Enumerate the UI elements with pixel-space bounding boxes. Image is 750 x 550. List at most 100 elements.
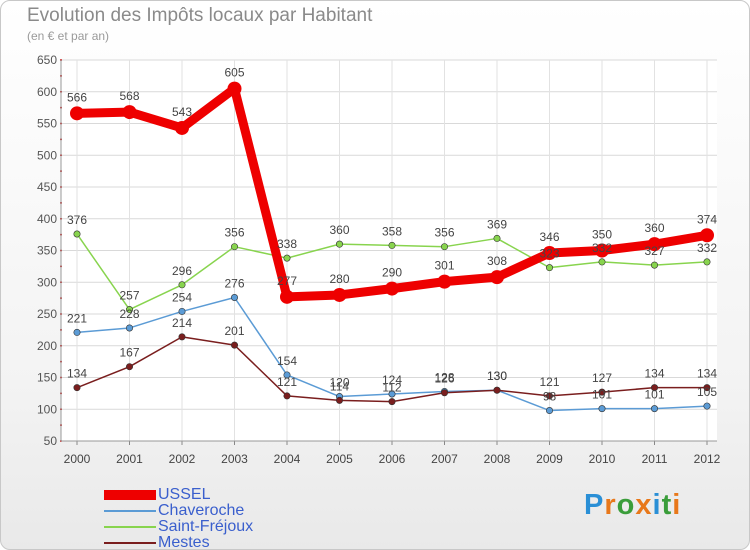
data-point-ussel [595, 243, 609, 258]
data-point-chaveroche [73, 328, 81, 336]
data-point-saint-fr-joux [283, 254, 291, 262]
data-point-ussel [647, 237, 662, 252]
x-tick-label: 2011 [642, 452, 668, 466]
legend-item: Chaveroche [104, 503, 244, 519]
x-tick-label: 2007 [431, 452, 458, 466]
data-label-saint-fr-joux: 358 [382, 224, 402, 238]
data-point-ussel [122, 105, 137, 120]
x-tick-label: 2008 [484, 452, 511, 466]
data-point-chaveroche [703, 402, 711, 410]
data-point-mestes [73, 384, 81, 392]
data-label-chaveroche: 101 [644, 388, 664, 402]
data-point-mestes [493, 386, 501, 394]
legend-swatch [104, 509, 156, 512]
legend-swatch [104, 541, 156, 544]
data-point-saint-fr-joux [598, 258, 606, 266]
data-point-saint-fr-joux [335, 240, 343, 248]
data-label-mestes: 134 [697, 367, 717, 381]
data-label-mestes: 134 [644, 367, 664, 381]
legend-swatch [104, 525, 156, 528]
data-label-chaveroche: 221 [67, 311, 87, 325]
y-tick-label: 400 [37, 212, 57, 226]
y-tick-label: 600 [37, 85, 57, 99]
data-point-saint-fr-joux [703, 258, 711, 266]
data-point-mestes [283, 392, 291, 400]
data-label-chaveroche: 254 [172, 290, 192, 304]
data-label-saint-fr-joux: 338 [277, 237, 297, 251]
x-tick-label: 2001 [116, 452, 143, 466]
y-tick-label: 250 [37, 307, 57, 321]
data-label-chaveroche: 276 [224, 276, 244, 290]
data-label-ussel: 301 [434, 259, 454, 273]
data-label-saint-fr-joux: 257 [119, 289, 139, 303]
data-point-saint-fr-joux [73, 230, 81, 238]
data-point-saint-fr-joux [545, 264, 553, 272]
data-point-saint-fr-joux [440, 243, 448, 251]
y-tick-label: 550 [37, 117, 57, 131]
y-tick-label: 500 [37, 148, 57, 162]
data-label-ussel: 346 [539, 230, 559, 244]
legend-item: Saint-Fréjoux [104, 519, 253, 535]
data-point-mestes [335, 396, 343, 404]
data-point-mestes [703, 384, 711, 392]
logo-letter: r [604, 489, 617, 521]
data-label-ussel: 543 [172, 105, 192, 119]
data-label-chaveroche: 124 [382, 373, 402, 387]
y-tick-label: 350 [37, 244, 57, 258]
logo-letter: x [635, 489, 653, 521]
y-tick-label: 200 [37, 339, 57, 353]
data-label-saint-fr-joux: 376 [67, 213, 87, 227]
data-label-mestes: 134 [67, 367, 87, 381]
x-tick-label: 2004 [274, 452, 301, 466]
y-tick-label: 150 [37, 371, 57, 385]
data-label-ussel: 308 [487, 254, 507, 268]
data-point-ussel [332, 287, 347, 302]
data-point-chaveroche [231, 293, 239, 301]
legend-label: Mestes [158, 534, 210, 550]
logo-letter: i [672, 489, 682, 521]
proxiti-logo: Proxiti [584, 489, 681, 522]
data-point-saint-fr-joux [178, 281, 186, 289]
data-point-chaveroche [598, 405, 606, 413]
data-label-saint-fr-joux: 356 [224, 226, 244, 240]
data-point-saint-fr-joux [388, 241, 396, 249]
data-label-mestes: 121 [539, 375, 559, 389]
data-point-mestes [231, 341, 239, 349]
data-label-saint-fr-joux: 356 [434, 226, 454, 240]
legend-swatch [104, 489, 156, 500]
x-tick-label: 2010 [589, 452, 616, 466]
x-tick-label: 2002 [169, 452, 196, 466]
x-tick-label: 2006 [379, 452, 406, 466]
data-label-ussel: 277 [277, 274, 297, 288]
legend-item: Mestes [104, 534, 210, 550]
data-point-ussel [542, 246, 557, 261]
data-point-ussel [227, 81, 242, 96]
y-tick-label: 300 [37, 275, 57, 289]
data-label-ussel: 605 [224, 66, 244, 80]
data-label-ussel: 568 [119, 89, 139, 103]
data-label-chaveroche: 130 [487, 369, 507, 383]
data-label-chaveroche: 120 [329, 376, 349, 390]
chart-title: Evolution des Impôts locaux par Habitant [27, 5, 373, 26]
data-point-mestes [598, 388, 606, 396]
logo-letter: o [616, 489, 636, 521]
legend-label: USSEL [158, 486, 211, 503]
x-tick-label: 2009 [536, 452, 563, 466]
logo-letter: P [584, 489, 605, 521]
data-label-saint-fr-joux: 323 [539, 247, 559, 261]
x-tick-label: 2012 [694, 452, 721, 466]
y-tick-label: 650 [37, 53, 57, 67]
data-label-saint-fr-joux: 360 [329, 223, 349, 237]
data-point-mestes [388, 398, 396, 406]
data-label-chaveroche: 154 [277, 354, 297, 368]
data-labels: 566 568 543 605 277 280 290 301 308 346 350 360 374 2… [67, 66, 717, 404]
data-label-chaveroche: 105 [697, 385, 717, 399]
data-label-ussel: 350 [592, 228, 612, 242]
logo-letter: i [652, 489, 662, 521]
data-label-mestes: 214 [172, 316, 192, 330]
legend-item: USSEL [104, 486, 211, 503]
data-label-ussel: 280 [329, 272, 349, 286]
data-label-ussel: 374 [697, 212, 717, 226]
